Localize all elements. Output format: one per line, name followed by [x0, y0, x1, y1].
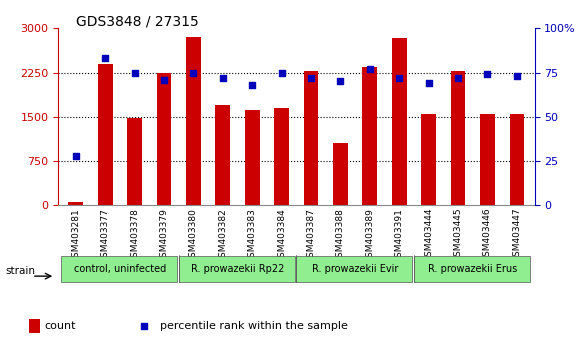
Bar	[274, 108, 289, 205]
Bar	[157, 73, 171, 205]
Text: GSM403384: GSM403384	[277, 208, 286, 263]
Text: GSM403383: GSM403383	[248, 208, 257, 263]
Bar	[421, 114, 436, 205]
Point	[101, 56, 110, 61]
Text: GSM403387: GSM403387	[307, 208, 315, 263]
Bar	[304, 72, 318, 205]
Point	[306, 75, 315, 81]
Text: GSM403379: GSM403379	[159, 208, 168, 263]
Point	[424, 80, 433, 86]
Point	[453, 75, 462, 81]
Text: strain: strain	[6, 266, 36, 276]
Bar	[392, 38, 407, 205]
Bar	[98, 64, 113, 205]
Text: GSM403445: GSM403445	[454, 208, 462, 262]
Point	[130, 70, 139, 75]
Bar	[480, 114, 495, 205]
Text: R. prowazekii Evir: R. prowazekii Evir	[312, 264, 399, 274]
Bar	[333, 143, 348, 205]
Text: percentile rank within the sample: percentile rank within the sample	[160, 321, 347, 331]
Bar	[510, 114, 524, 205]
Text: GSM403391: GSM403391	[394, 208, 404, 263]
Text: GSM403444: GSM403444	[424, 208, 433, 262]
Text: GSM403378: GSM403378	[130, 208, 139, 263]
Bar	[127, 118, 142, 205]
FancyBboxPatch shape	[414, 256, 530, 282]
Text: R. prowazekii Erus: R. prowazekii Erus	[428, 264, 518, 274]
Bar	[245, 110, 260, 205]
Point	[189, 70, 198, 75]
Point	[248, 82, 257, 88]
Text: GSM403380: GSM403380	[189, 208, 198, 263]
Bar	[29, 319, 40, 333]
FancyBboxPatch shape	[61, 256, 177, 282]
FancyBboxPatch shape	[179, 256, 295, 282]
Text: GSM403447: GSM403447	[512, 208, 521, 262]
Text: GDS3848 / 27315: GDS3848 / 27315	[76, 14, 198, 28]
Text: GSM403281: GSM403281	[71, 208, 80, 263]
FancyBboxPatch shape	[296, 256, 413, 282]
Point	[512, 73, 522, 79]
Point	[394, 75, 404, 81]
Bar	[216, 105, 230, 205]
Point	[159, 77, 168, 82]
Bar	[451, 72, 465, 205]
Point	[277, 70, 286, 75]
Point	[218, 75, 227, 81]
Bar	[69, 202, 83, 205]
Text: GSM403377: GSM403377	[101, 208, 110, 263]
Text: GSM403446: GSM403446	[483, 208, 492, 262]
Text: GSM403388: GSM403388	[336, 208, 345, 263]
Point	[483, 72, 492, 77]
Point	[71, 153, 80, 159]
Text: R. prowazekii Rp22: R. prowazekii Rp22	[191, 264, 284, 274]
Bar	[363, 67, 377, 205]
Text: count: count	[45, 321, 76, 331]
Text: control, uninfected: control, uninfected	[74, 264, 166, 274]
Point	[336, 79, 345, 84]
Point	[365, 66, 375, 72]
Bar	[186, 37, 200, 205]
Text: GSM403389: GSM403389	[365, 208, 374, 263]
Text: GSM403382: GSM403382	[218, 208, 227, 263]
